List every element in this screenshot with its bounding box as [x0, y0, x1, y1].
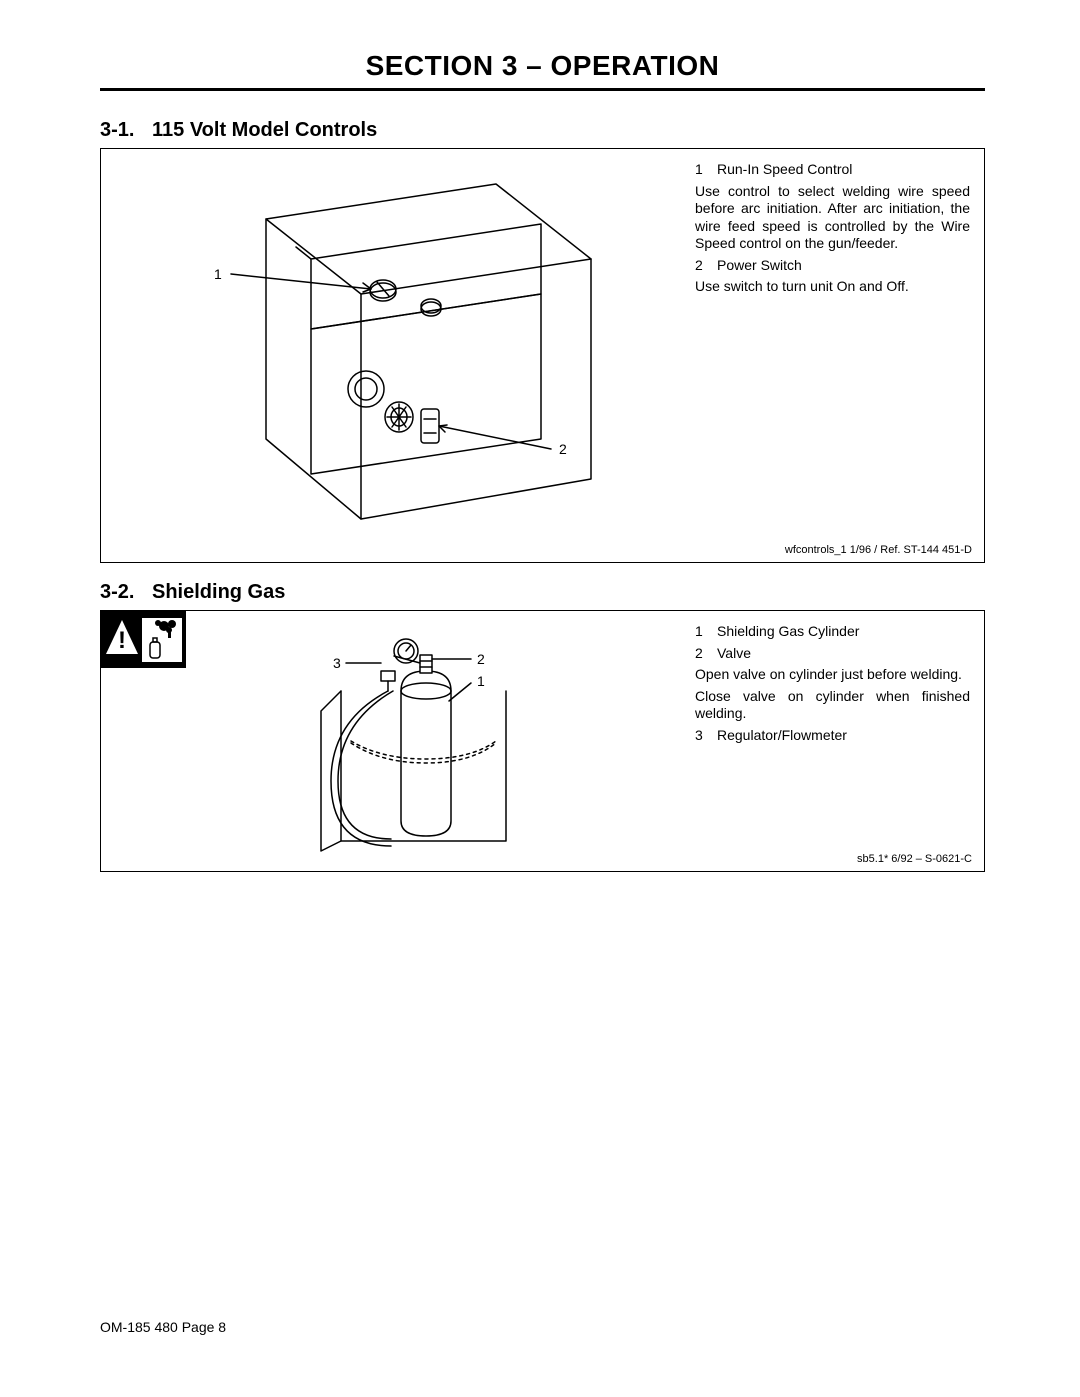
warning-icon: !	[100, 610, 186, 668]
section-title: SECTION 3 – OPERATION	[100, 50, 985, 91]
svg-text:!: !	[118, 627, 126, 654]
callout-label: Valve	[717, 645, 751, 663]
figure-3-1-callouts: 1 Run-In Speed Control Use control to se…	[695, 161, 970, 300]
controls-diagram: 1 2	[101, 149, 661, 569]
callout-description: Use control to select welding wire speed…	[695, 183, 970, 253]
callout-number: 3	[695, 727, 717, 745]
subsection-3-1-title: 3-1.115 Volt Model Controls	[100, 119, 985, 142]
callout-label: Run-In Speed Control	[717, 161, 852, 179]
gas-diagram: 3 2 1	[281, 621, 541, 871]
callout-description: Close valve on cylinder when finished we…	[695, 688, 970, 723]
subsection-3-2-title: 3-2.Shielding Gas	[100, 581, 985, 604]
subsection-number: 3-2.	[100, 581, 152, 604]
figure-reference: wfcontrols_1 1/96 / Ref. ST-144 451-D	[785, 544, 972, 556]
figure-3-1-box: 1 2 1 Run-In Speed Control Use control t…	[100, 148, 985, 563]
callout-label: Power Switch	[717, 257, 802, 275]
callout-item: 1 Run-In Speed Control	[695, 161, 970, 179]
figure-3-2-box: !	[100, 610, 985, 872]
callout-item: 2 Power Switch	[695, 257, 970, 275]
callout-label: Shielding Gas Cylinder	[717, 623, 859, 641]
figure-3-2-callouts: 1 Shielding Gas Cylinder 2 Valve Open va…	[695, 623, 970, 748]
callout-number: 2	[695, 257, 717, 275]
subsection-number: 3-1.	[100, 119, 152, 142]
callout-number: 1	[695, 623, 717, 641]
callout-item: 1 Shielding Gas Cylinder	[695, 623, 970, 641]
callout-item: 2 Valve	[695, 645, 970, 663]
callout-number: 2	[695, 645, 717, 663]
callout-description: Open valve on cylinder just before weldi…	[695, 666, 970, 684]
subsection-text: 115 Volt Model Controls	[152, 119, 377, 141]
callout-2-label: 2	[559, 441, 567, 457]
subsection-text: Shielding Gas	[152, 581, 285, 603]
callout-1-label: 1	[477, 673, 485, 689]
callout-number: 1	[695, 161, 717, 179]
callout-1-label: 1	[214, 266, 222, 282]
figure-reference: sb5.1* 6/92 – S-0621-C	[857, 853, 972, 865]
page-footer: OM-185 480 Page 8	[100, 1319, 226, 1335]
callout-3-label: 3	[333, 655, 341, 671]
callout-2-label: 2	[477, 651, 485, 667]
callout-description: Use switch to turn unit On and Off.	[695, 278, 970, 296]
callout-label: Regulator/Flowmeter	[717, 727, 847, 745]
callout-item: 3 Regulator/Flowmeter	[695, 727, 970, 745]
